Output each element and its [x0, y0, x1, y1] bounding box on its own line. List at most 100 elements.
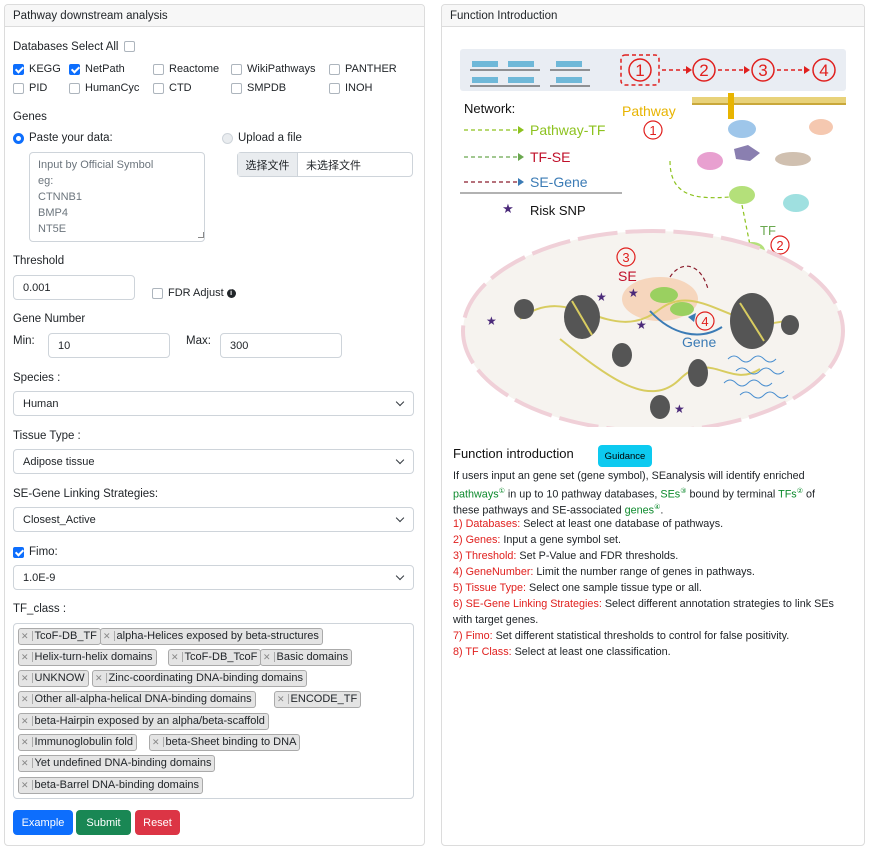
remove-tag-icon[interactable]: ✕: [21, 652, 33, 662]
gene-blocks: [472, 61, 582, 83]
fimo-option[interactable]: Fimo:: [13, 546, 58, 558]
paste-data-option[interactable]: Paste your data:: [13, 132, 113, 144]
db-kegg-checkbox[interactable]: [13, 63, 24, 75]
tf-class-tag[interactable]: ✕ beta-Hairpin exposed by an alpha/beta-s…: [18, 713, 269, 730]
db-wikipathways-checkbox[interactable]: [231, 63, 242, 75]
db-pid-checkbox[interactable]: [13, 82, 24, 94]
choose-file-button[interactable]: 选择文件: [238, 153, 298, 176]
svg-text:★: ★: [596, 290, 607, 304]
db-smpdb[interactable]: SMPDB: [231, 82, 286, 94]
tissue-select[interactable]: Adipose tissue: [13, 449, 414, 474]
db-humancyc[interactable]: HumanCyc: [69, 82, 139, 94]
genes-label: Genes: [13, 111, 47, 123]
tf-class-tag[interactable]: ✕ Other all-alpha-helical DNA-binding dom…: [18, 691, 256, 708]
paste-radio[interactable]: [13, 132, 24, 144]
tf-class-tag[interactable]: ✕ TcoF-DB_TF: [18, 628, 101, 645]
db-panther-checkbox[interactable]: [329, 63, 340, 75]
db-ctd[interactable]: CTD: [153, 82, 192, 94]
tf-class-tag[interactable]: ✕ Zinc-coordinating DNA-binding domains: [92, 670, 307, 687]
remove-tag-icon[interactable]: ✕: [21, 673, 33, 683]
fimo-checkbox[interactable]: [13, 546, 24, 558]
chevron-down-icon: [395, 455, 405, 465]
nucleus: [461, 229, 845, 433]
example-button[interactable]: Example: [13, 810, 73, 835]
tf-class-multiselect[interactable]: ✕ TcoF-DB_TF ✕ alpha-Helices exposed by be…: [13, 623, 414, 799]
upload-label: Upload a file: [238, 132, 302, 144]
db-netpath-checkbox[interactable]: [69, 63, 80, 75]
db-label: NetPath: [85, 63, 125, 75]
remove-tag-icon[interactable]: ✕: [21, 737, 33, 747]
upload-file-option[interactable]: Upload a file: [222, 132, 302, 144]
tf-class-tag[interactable]: ✕ ENCODE_TF: [274, 691, 362, 708]
remove-tag-icon[interactable]: ✕: [263, 652, 275, 662]
function-introduction-panel: Function Introduction 1 2 3: [441, 4, 865, 846]
db-panther[interactable]: PANTHER: [329, 63, 397, 75]
remove-tag-icon[interactable]: ✕: [21, 780, 33, 790]
gene-textarea[interactable]: Input by Official Symbol eg: CTNNB1 BMP4…: [29, 152, 205, 242]
resize-handle-icon[interactable]: [198, 232, 204, 238]
file-input[interactable]: 选择文件 未选择文件: [237, 152, 413, 177]
fdr-checkbox[interactable]: [152, 287, 163, 299]
upload-radio[interactable]: [222, 132, 233, 144]
legend-pathway-tf: Pathway-TF: [530, 122, 605, 138]
remove-tag-icon[interactable]: ✕: [21, 631, 33, 641]
svg-text:★: ★: [486, 314, 497, 328]
tf-class-tag[interactable]: ✕ Helix-turn-helix domains: [18, 649, 157, 666]
fimo-select[interactable]: 1.0E-9: [13, 565, 414, 590]
db-reactome[interactable]: Reactome: [153, 63, 219, 75]
reset-button[interactable]: Reset: [135, 810, 180, 835]
chevron-down-icon: [395, 571, 405, 581]
tf-class-tag[interactable]: ✕ UNKNOW: [18, 670, 89, 687]
db-netpath[interactable]: NetPath: [69, 63, 125, 75]
remove-tag-icon[interactable]: ✕: [152, 737, 164, 747]
db-ctd-checkbox[interactable]: [153, 82, 164, 94]
submit-button[interactable]: Submit: [76, 810, 131, 835]
select-all-checkbox[interactable]: [123, 41, 135, 53]
remove-tag-icon[interactable]: ✕: [21, 758, 33, 768]
remove-tag-icon[interactable]: ✕: [277, 694, 289, 704]
tf-class-tag[interactable]: ✕ Yet undefined DNA-binding domains: [18, 755, 216, 772]
chevron-down-icon: [395, 513, 405, 523]
tf-class-tag[interactable]: ✕ beta-Barrel DNA-binding domains: [18, 777, 204, 794]
db-inoh[interactable]: INOH: [329, 82, 373, 94]
panel-title: Pathway downstream analysis: [5, 5, 424, 27]
tf-class-tag[interactable]: ✕ beta-Sheet binding to DNA: [149, 734, 301, 751]
tf-class-tag[interactable]: ✕ Basic domains: [260, 649, 353, 666]
snp-stars: ★ ★ ★ ★ ★: [486, 286, 685, 416]
db-kegg[interactable]: KEGG: [13, 63, 61, 75]
fdr-adjust[interactable]: FDR Adjust i: [152, 287, 236, 299]
guidance-button[interactable]: Guidance: [598, 445, 652, 467]
remove-tag-icon[interactable]: ✕: [171, 652, 183, 662]
databases-select-all[interactable]: Databases Select All: [13, 41, 135, 53]
db-inoh-checkbox[interactable]: [329, 82, 340, 94]
svg-text:★: ★: [674, 402, 685, 416]
min-input[interactable]: 10: [48, 333, 170, 358]
strategy-value: Closest_Active: [23, 513, 96, 526]
remove-tag-icon[interactable]: ✕: [103, 631, 115, 641]
db-wikipathways[interactable]: WikiPathways: [231, 63, 315, 75]
intro-item: 7) Fimo: Set different statistical thres…: [453, 630, 790, 642]
species-select[interactable]: Human: [13, 391, 414, 416]
svg-text:4: 4: [701, 314, 708, 329]
strategy-select[interactable]: Closest_Active: [13, 507, 414, 532]
tf-class-tag[interactable]: ✕ TcoF-DB_TcoF: [168, 649, 262, 666]
pathway-label: Pathway: [622, 103, 676, 119]
legend-se-gene: SE-Gene: [530, 174, 588, 190]
intro-heading: Function introduction: [453, 446, 574, 461]
tf-class-tag[interactable]: ✕ Immunoglobulin fold: [18, 734, 137, 751]
db-humancyc-checkbox[interactable]: [69, 82, 80, 94]
min-label: Min:: [13, 335, 35, 347]
threshold-input[interactable]: 0.001: [13, 275, 135, 300]
tf-class-tag[interactable]: ✕ alpha-Helices exposed by beta-structure…: [100, 628, 323, 645]
remove-tag-icon[interactable]: ✕: [95, 673, 107, 683]
remove-tag-icon[interactable]: ✕: [21, 694, 33, 704]
panel-title: Function Introduction: [442, 5, 864, 27]
db-reactome-checkbox[interactable]: [153, 63, 164, 75]
step-3-icon: [751, 58, 775, 82]
intro-line-1: If users input an gene set (gene symbol)…: [453, 470, 805, 482]
db-pid[interactable]: PID: [13, 82, 47, 94]
max-input[interactable]: 300: [220, 333, 342, 358]
info-icon[interactable]: i: [226, 288, 236, 298]
remove-tag-icon[interactable]: ✕: [21, 716, 33, 726]
db-smpdb-checkbox[interactable]: [231, 82, 242, 94]
